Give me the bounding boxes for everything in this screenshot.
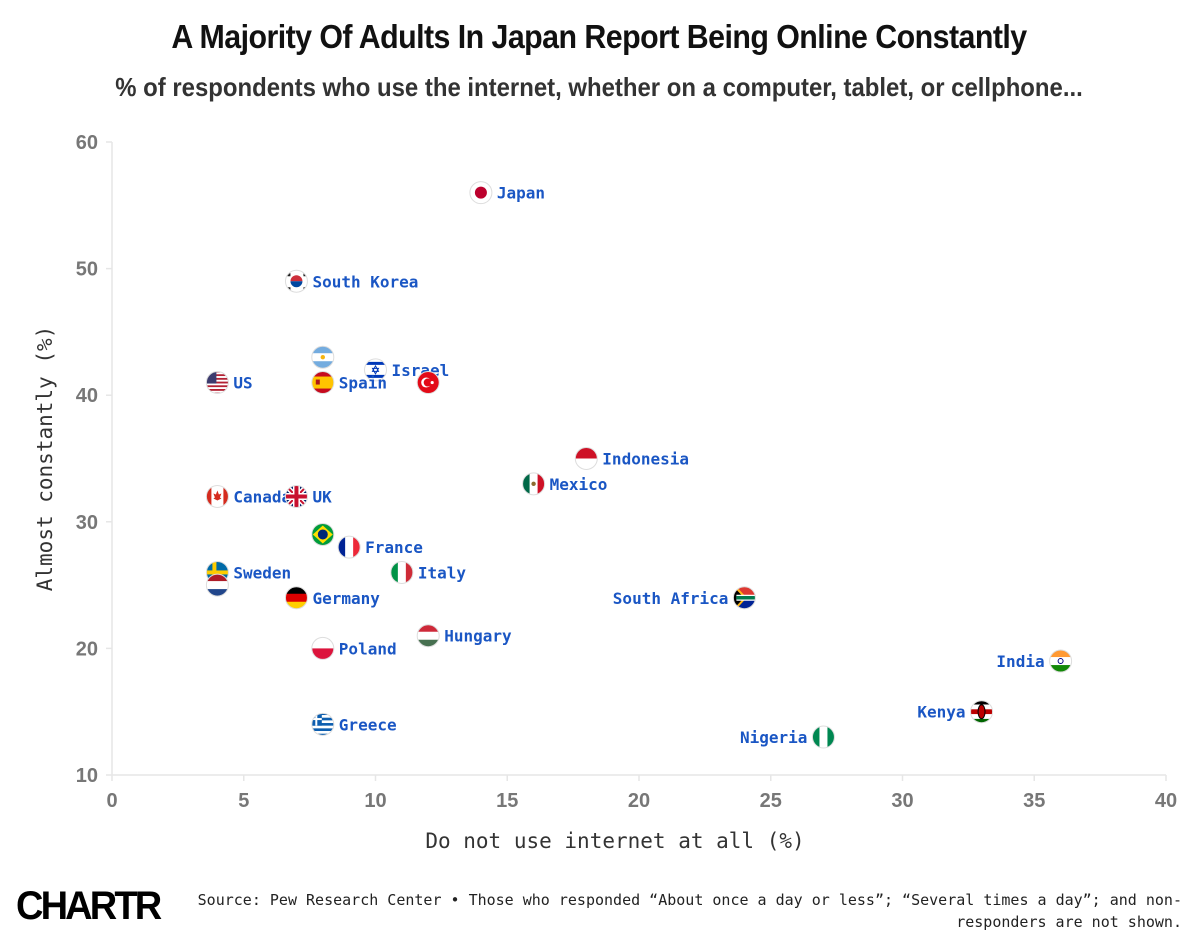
- y-tick-label: 30: [76, 512, 98, 534]
- brazil-flag-icon: [311, 523, 334, 546]
- kenya-flag-icon: [970, 700, 993, 723]
- y-axis-title: Almost constantly (%): [33, 326, 57, 592]
- point-label-mexico: Mexico: [550, 475, 608, 494]
- point-label-poland: Poland: [339, 639, 397, 658]
- point-mexico[interactable]: [522, 472, 546, 496]
- x-tick-label: 35: [1023, 790, 1045, 812]
- point-poland[interactable]: [311, 636, 335, 660]
- spain-flag-icon: [311, 371, 334, 394]
- point-label-south-africa: South Africa: [613, 589, 729, 608]
- point-greece[interactable]: [311, 712, 335, 736]
- canada-flag-icon: [206, 485, 229, 508]
- point-label-indonesia: Indonesia: [602, 450, 689, 469]
- point-label-sweden: Sweden: [233, 563, 291, 582]
- point-label-uk: UK: [312, 487, 332, 506]
- point-uk[interactable]: [284, 484, 308, 508]
- poland-flag-icon: [311, 637, 334, 660]
- point-us[interactable]: [205, 371, 229, 395]
- point-japan[interactable]: [469, 181, 493, 205]
- nigeria-flag-icon: [812, 726, 835, 749]
- germany-flag-icon: [285, 586, 308, 609]
- x-tick-label: 25: [760, 790, 782, 812]
- italy-flag-icon: [390, 561, 413, 584]
- point-france[interactable]: [337, 535, 361, 559]
- point-germany[interactable]: [284, 586, 308, 610]
- turkey-flag-icon: [417, 371, 440, 394]
- y-tick-label: 10: [76, 765, 98, 787]
- point-south-korea[interactable]: [284, 269, 308, 293]
- point-label-nigeria: Nigeria: [740, 728, 807, 747]
- point-kenya[interactable]: [970, 700, 994, 724]
- x-tick-label: 5: [238, 790, 249, 812]
- japan-flag-icon: [469, 181, 492, 204]
- point-label-south-korea: South Korea: [312, 272, 418, 291]
- point-label-india: India: [996, 652, 1044, 671]
- point-indonesia[interactable]: [574, 447, 598, 471]
- point-india[interactable]: [1049, 649, 1073, 673]
- point-label-us: US: [233, 374, 252, 393]
- point-label-japan: Japan: [497, 184, 545, 203]
- point-label-italy: Italy: [418, 563, 467, 582]
- x-tick-label: 20: [628, 790, 650, 812]
- x-tick-label: 0: [106, 790, 117, 812]
- x-tick-label: 40: [1155, 790, 1177, 812]
- point-label-canada: Canada: [233, 487, 291, 506]
- france-flag-icon: [338, 536, 361, 559]
- point-brazil[interactable]: [311, 522, 335, 546]
- axes: 10 20 30 40 50 60 0 5 10 15 20 25 30 35 40: [76, 132, 1177, 812]
- y-tick-label: 50: [76, 259, 98, 281]
- india-flag-icon: [1049, 650, 1072, 673]
- point-label-spain: Spain: [339, 374, 387, 393]
- mexico-flag-icon: [522, 472, 545, 495]
- greece-flag-icon: [311, 713, 334, 736]
- point-nigeria[interactable]: [811, 725, 835, 749]
- point-label-greece: Greece: [339, 715, 397, 734]
- chart-title: A Majority Of Adults In Japan Report Bei…: [171, 18, 1027, 55]
- israel-flag-icon: [364, 358, 387, 381]
- y-tick-label: 40: [76, 385, 98, 407]
- point-label-kenya: Kenya: [917, 703, 965, 722]
- chartr-logo: CHARTR: [16, 884, 162, 928]
- x-tick-label: 15: [496, 790, 518, 812]
- point-south-africa[interactable]: [732, 584, 756, 612]
- point-label-hungary: Hungary: [444, 627, 512, 646]
- point-italy[interactable]: [390, 560, 414, 584]
- source-footnote: Source: Pew Research Center • Those who …: [197, 891, 1182, 931]
- x-tick-label: 10: [364, 790, 386, 812]
- south-africa-flag-icon: [733, 586, 756, 609]
- x-axis-title: Do not use internet at all (%): [425, 829, 804, 853]
- scatter-chart: 10 20 30 40 50 60 0 5 10 15 20 25 30 35 40 Japan South …: [33, 132, 1177, 853]
- point-netherlands[interactable]: [205, 573, 229, 597]
- point-turkey[interactable]: [416, 371, 440, 395]
- point-hungary[interactable]: [416, 624, 440, 648]
- hungary-flag-icon: [417, 624, 440, 647]
- y-tick-label: 20: [76, 638, 98, 660]
- point-spain[interactable]: [311, 371, 335, 395]
- x-tick-label: 30: [891, 790, 913, 812]
- us-flag-icon: [206, 371, 229, 394]
- argentina-flag-icon: [311, 346, 334, 369]
- point-label-france: France: [365, 538, 423, 557]
- indonesia-flag-icon: [575, 447, 598, 470]
- point-argentina[interactable]: [311, 345, 335, 369]
- point-israel[interactable]: [364, 358, 388, 382]
- south-korea-flag-icon: [285, 270, 308, 293]
- point-label-germany: Germany: [312, 589, 380, 608]
- point-canada[interactable]: [205, 484, 229, 508]
- chart-subtitle: % of respondents who use the internet, w…: [115, 72, 1083, 102]
- y-tick-label: 60: [76, 132, 98, 154]
- netherlands-flag-icon: [206, 574, 229, 597]
